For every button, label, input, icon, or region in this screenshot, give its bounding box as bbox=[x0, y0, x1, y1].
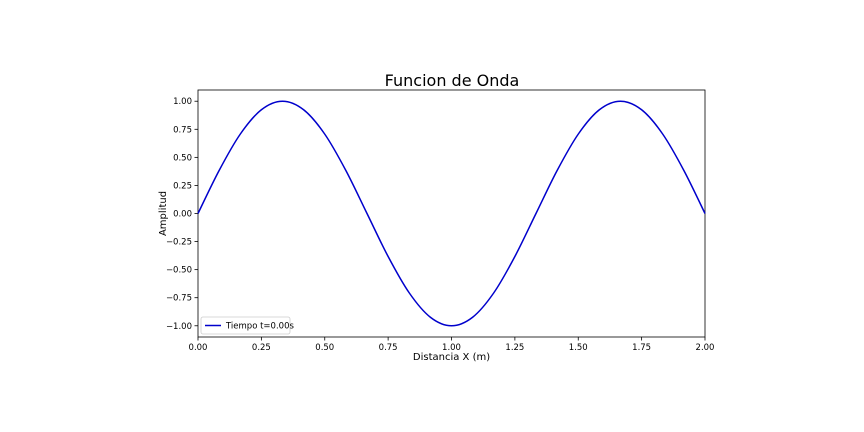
x-axis: 0.00 0.25 0.50 0.75 1.00 1.25 1.50 1.75 2.00 bbox=[189, 337, 715, 353]
series-line bbox=[197, 100, 706, 327]
x-tick-label: 0.00 bbox=[189, 343, 208, 353]
y-axis: 1.00 0.75 0.50 0.25 0.00 −0.25 −0.50 −0.75 −1.00 bbox=[166, 97, 198, 332]
y-tick-label: −0.50 bbox=[166, 266, 192, 276]
x-tick-label: 0.75 bbox=[379, 343, 398, 353]
x-tick-label: 1.25 bbox=[505, 343, 524, 353]
y-tick-label: 0.00 bbox=[173, 210, 192, 220]
x-tick-label: 0.50 bbox=[315, 343, 334, 353]
legend: Tiempo t=0.00s bbox=[200, 316, 294, 335]
x-tick-label: 1.75 bbox=[632, 343, 651, 353]
y-tick-label: 0.75 bbox=[173, 125, 192, 135]
legend-box bbox=[200, 316, 291, 335]
y-tick-label: −1.00 bbox=[166, 322, 192, 332]
y-tick-label: −0.75 bbox=[166, 294, 192, 304]
x-axis-label: Distancia X (m) bbox=[413, 352, 490, 363]
y-axis-label: Amplitud bbox=[158, 191, 169, 236]
chart-title: Funcion de Onda bbox=[385, 71, 520, 90]
y-tick-label: 0.25 bbox=[173, 181, 192, 191]
y-tick-label: −0.25 bbox=[166, 238, 192, 248]
x-tick-label: 1.50 bbox=[569, 343, 588, 353]
x-tick-label: 1.00 bbox=[442, 343, 461, 353]
x-tick-label: 2.00 bbox=[696, 343, 715, 353]
x-tick-label: 0.25 bbox=[252, 343, 271, 353]
plot-area bbox=[197, 89, 706, 338]
y-tick-label: 1.00 bbox=[173, 97, 192, 107]
y-tick-label: 0.50 bbox=[173, 153, 192, 163]
legend-label: Tiempo t=0.00s bbox=[225, 322, 294, 332]
